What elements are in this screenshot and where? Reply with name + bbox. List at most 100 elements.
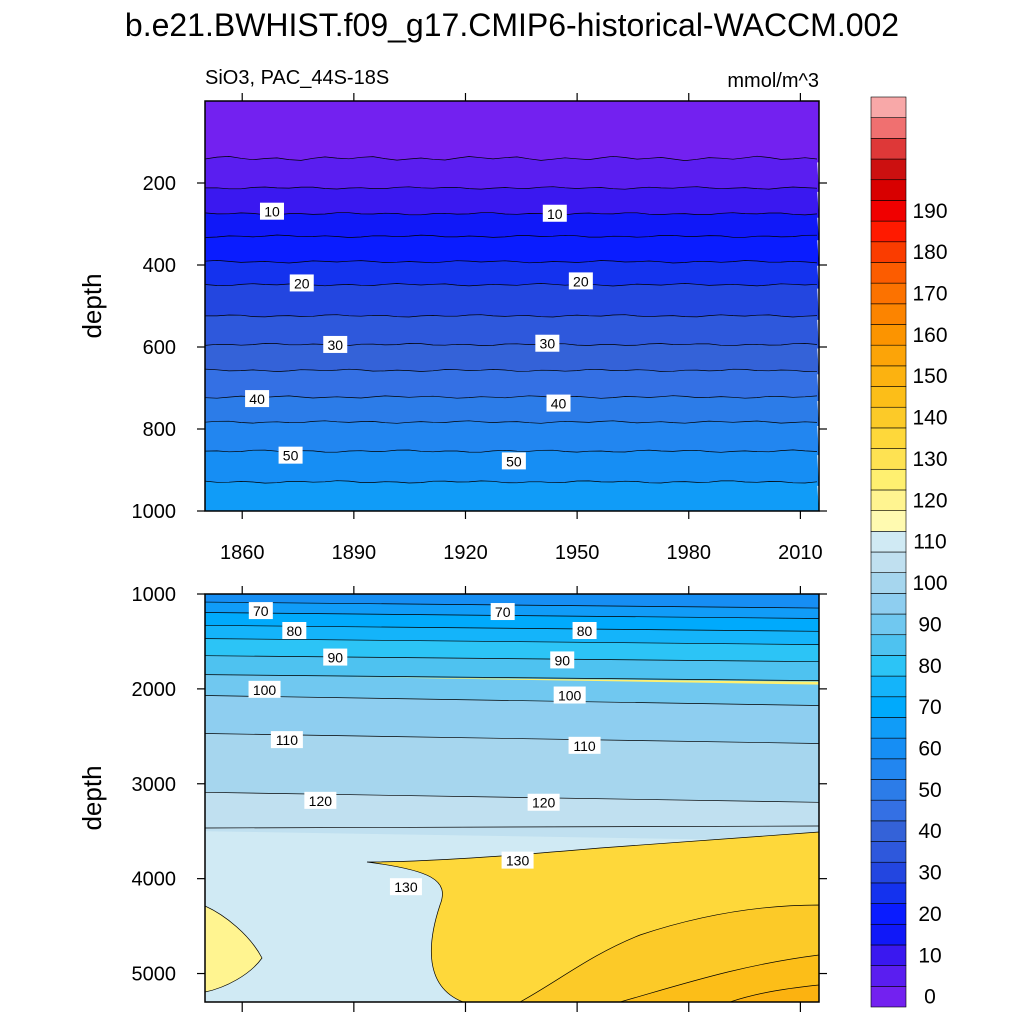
colorbar-box <box>870 241 907 263</box>
upper-band <box>205 314 819 349</box>
upper-band <box>205 480 819 511</box>
contour-label: 50 <box>283 448 299 464</box>
upper-band <box>205 186 819 218</box>
lower-contour-line <box>205 733 819 744</box>
colorbar-tick-label: 10 <box>918 944 941 967</box>
contour-label-bg <box>259 202 284 220</box>
contour-label: 120 <box>309 793 333 809</box>
colorbar-box <box>870 717 907 739</box>
lower-contour-line <box>205 638 819 645</box>
colorbar-box <box>870 468 907 491</box>
upper-band <box>205 369 819 402</box>
upper-contour-line <box>205 420 818 424</box>
contour-label-bg <box>568 736 601 754</box>
colorbar-tick-label: 140 <box>912 407 947 430</box>
colorbar-box <box>870 448 907 470</box>
colorbar-box <box>870 138 907 160</box>
colorbar-box <box>870 282 907 305</box>
lower-plot-frame <box>204 593 820 1003</box>
upper-contour-line <box>205 395 818 399</box>
lower-contour-line <box>205 624 819 632</box>
lower-contour-line <box>205 674 819 682</box>
contour-label: 100 <box>558 688 582 704</box>
colorbar-tick-label: 190 <box>912 200 947 223</box>
colorbar: 0 10 20 30 40 50 60 70 80 90 100 110 120 130 140 150 160… <box>870 96 948 1009</box>
colorbar-tick-label: 20 <box>918 903 941 926</box>
colorbar-box <box>870 551 907 573</box>
colorbar-box <box>870 386 907 408</box>
colorbar-box <box>870 365 907 387</box>
colorbar-box <box>870 179 907 201</box>
contour-label-bg <box>572 622 597 640</box>
lower-contour-line <box>205 825 819 829</box>
colorbar-box <box>870 262 907 284</box>
upper-contour-line <box>205 186 818 190</box>
colorbar-box <box>870 986 907 1008</box>
contour-label-bg <box>501 452 526 470</box>
upper-y-tick-label: 400 <box>143 255 176 277</box>
contour-label: 130 <box>394 879 418 895</box>
upper-contour-line <box>205 314 818 318</box>
upper-contour-line <box>205 449 818 453</box>
contour-label: 80 <box>287 623 303 639</box>
lower-axes: 1000 2000 3000 4000 5000 <box>132 584 827 1012</box>
colorbar-box <box>870 303 907 325</box>
colorbar-tick-label: 60 <box>918 737 941 760</box>
colorbar-tick-label: 70 <box>918 696 941 719</box>
colorbar-box <box>870 531 907 553</box>
contour-label: 10 <box>264 204 280 220</box>
colorbar-box <box>870 758 907 780</box>
upper-band <box>205 420 819 456</box>
lower-band <box>205 733 819 804</box>
colorbar-box <box>870 593 907 615</box>
colorbar-tick-label: 50 <box>918 779 941 802</box>
upper-band <box>205 156 819 192</box>
colorbar-box <box>870 675 907 698</box>
lower-region-140 <box>619 954 819 1002</box>
upper-x-tick-label: 2010 <box>778 542 823 564</box>
colorbar-box <box>870 944 907 966</box>
chart-subtitle: SiO3, PAC_44S-18S <box>205 67 389 89</box>
lower-band <box>205 594 819 610</box>
colorbar-tick-label: 90 <box>918 613 941 636</box>
colorbar-box <box>870 696 907 718</box>
lower-contour-line <box>205 695 819 706</box>
colorbar-tick-label: 40 <box>918 820 941 843</box>
contour-label-bg <box>278 446 303 464</box>
colorbar-box <box>870 861 907 884</box>
colorbar-box <box>870 965 907 987</box>
upper-y-axis-label: depth <box>77 273 107 338</box>
contour-label: 70 <box>495 604 511 620</box>
colorbar-box <box>870 220 907 243</box>
upper-contour-line <box>205 260 818 264</box>
chart-title: b.e21.BWHIST.f09_g17.CMIP6-historical-WA… <box>125 7 899 43</box>
lower-y-tick-label: 5000 <box>132 964 177 986</box>
lower-contour-fill <box>205 594 819 1002</box>
lower-contour-labels: 70 70 80 80 90 90 100 100 110 110 120 120 130 130 <box>248 602 601 896</box>
colorbar-box <box>870 737 907 760</box>
contour-label-bg <box>542 204 567 222</box>
lower-y-axis-label: depth <box>77 765 107 830</box>
contour-label-bg <box>323 335 348 353</box>
contour-label-bg <box>553 686 586 704</box>
upper-y-tick-label: 200 <box>143 173 176 195</box>
upper-band <box>205 260 819 289</box>
lower-y-tick-label: 3000 <box>132 774 177 796</box>
colorbar-tick-label: 30 <box>918 862 941 885</box>
contour-label-bg <box>490 603 515 621</box>
colorbar-box <box>870 634 907 656</box>
contour-label-bg <box>282 622 307 640</box>
contour-label-bg <box>304 791 337 809</box>
colorbar-box <box>870 655 907 677</box>
upper-x-tick-label: 1890 <box>332 542 377 564</box>
colorbar-box <box>870 117 907 139</box>
contour-label-bg <box>248 680 281 698</box>
lower-band <box>205 695 819 745</box>
colorbar-box <box>870 200 907 222</box>
contour-label-bg <box>527 793 560 811</box>
colorbar-box <box>870 613 907 636</box>
contour-label: 120 <box>532 795 556 811</box>
contour-label-bg <box>323 648 348 666</box>
